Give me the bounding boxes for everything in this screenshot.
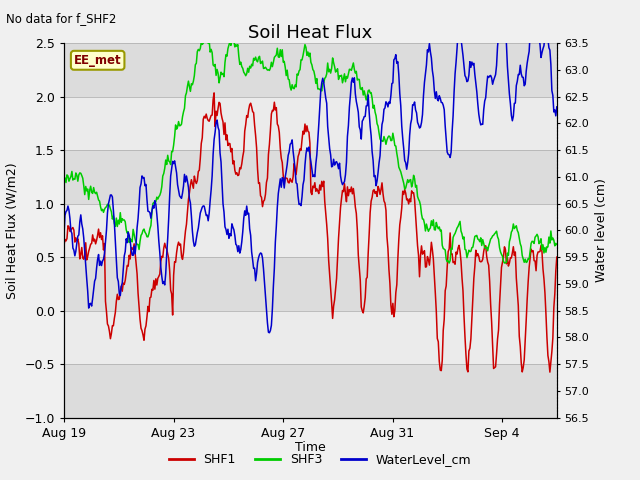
Legend: SHF1, SHF3, WaterLevel_cm: SHF1, SHF3, WaterLevel_cm [164, 448, 476, 471]
Title: Soil Heat Flux: Soil Heat Flux [248, 24, 372, 42]
Bar [64, 364, 557, 418]
Y-axis label: Water level (cm): Water level (cm) [595, 179, 608, 282]
Bar [64, 204, 557, 257]
Text: EE_met: EE_met [74, 54, 122, 67]
Bar [64, 150, 557, 204]
Text: No data for f_SHF2: No data for f_SHF2 [6, 12, 116, 25]
Bar [64, 43, 557, 96]
Bar [64, 311, 557, 364]
Y-axis label: Soil Heat Flux (W/m2): Soil Heat Flux (W/m2) [6, 162, 19, 299]
Bar [64, 96, 557, 150]
Bar [64, 257, 557, 311]
X-axis label: Time: Time [295, 441, 326, 454]
